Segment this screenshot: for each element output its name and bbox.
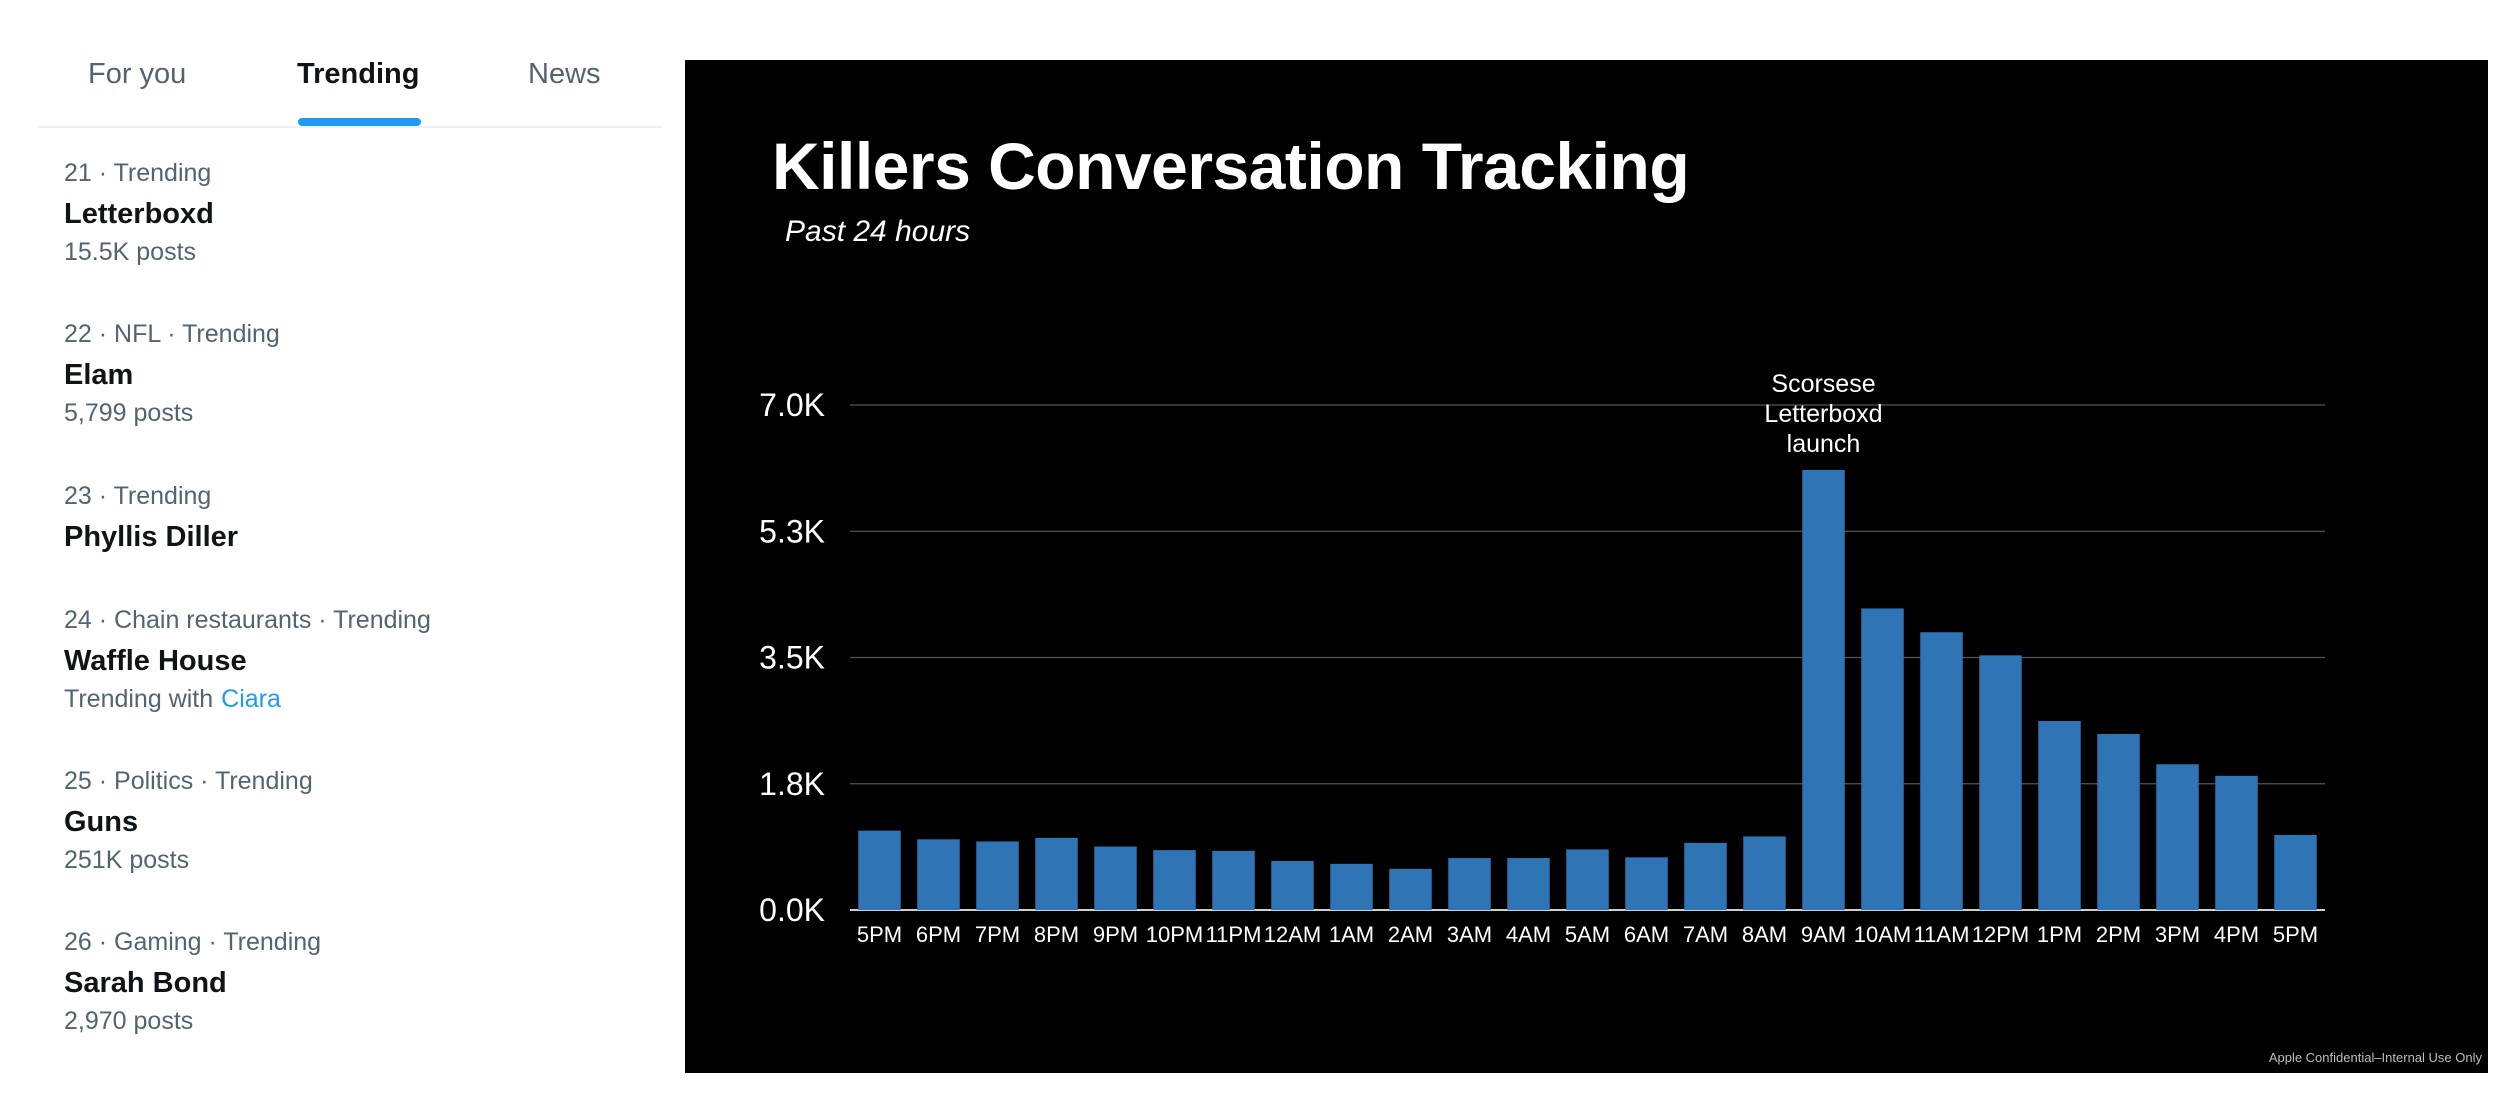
x-tick-label: 10PM	[1146, 922, 1203, 947]
x-tick-label: 2PM	[2096, 922, 2141, 947]
trend-post-count: 5,799 posts	[64, 399, 194, 427]
x-tick-label: 4AM	[1506, 922, 1551, 947]
y-tick-label: 5.3K	[759, 513, 825, 549]
trend-item[interactable]: 25 · Politics · Trending Guns 251K posts	[64, 766, 313, 875]
bar	[2156, 764, 2199, 910]
x-tick-label: 1AM	[1329, 922, 1374, 947]
trending-panel: For you Trending News 21 · Trending Lett…	[38, 30, 663, 1070]
x-tick-label: 11AM	[1914, 922, 1970, 947]
trend-name: Guns	[64, 806, 139, 838]
trend-item[interactable]: 22 · NFL · Trending Elam 5,799 posts	[64, 319, 280, 428]
trend-item[interactable]: 23 · Trending Phyllis Diller	[64, 481, 238, 554]
bar	[2274, 834, 2317, 910]
bar	[1566, 849, 1609, 910]
trending-with-label: Trending with	[64, 685, 214, 713]
bar	[2215, 775, 2258, 910]
annotation-label: Letterboxd	[1764, 400, 1882, 428]
x-tick-label: 5AM	[1565, 922, 1610, 947]
x-tick-label: 12AM	[1264, 922, 1321, 947]
x-tick-label: 6AM	[1624, 922, 1669, 947]
x-tick-label: 1PM	[2037, 922, 2082, 947]
annotation-label: Scorsese	[1771, 370, 1875, 398]
y-tick-label: 7.0K	[759, 387, 825, 423]
bar	[858, 830, 901, 910]
trend-name: Sarah Bond	[64, 967, 227, 999]
x-tick-label: 2AM	[1388, 922, 1433, 947]
y-tick-label: 3.5K	[759, 640, 825, 676]
bar	[1330, 863, 1373, 910]
y-tick-label: 1.8K	[759, 766, 825, 802]
x-tick-label: 8PM	[1034, 922, 1079, 947]
tab-trending[interactable]: Trending	[297, 58, 420, 90]
trend-item[interactable]: 26 · Gaming · Trending Sarah Bond 2,970 …	[64, 927, 321, 1036]
trend-meta: 21 · Trending	[64, 159, 212, 187]
trend-name: Phyllis Diller	[64, 521, 239, 553]
trend-post-count: 15.5K posts	[64, 238, 197, 266]
bar	[1153, 850, 1196, 910]
trend-post-count: 2,970 posts	[64, 1007, 194, 1035]
chart-title: Killers Conversation Tracking	[772, 129, 1690, 203]
x-tick-label: 9PM	[1093, 922, 1138, 947]
trend-meta: 24 · Chain restaurants · Trending	[64, 606, 431, 634]
x-tick-label: 7PM	[975, 922, 1020, 947]
x-tick-label: 5PM	[857, 922, 902, 947]
bar	[1625, 857, 1668, 910]
bar	[1743, 836, 1786, 910]
bar	[976, 841, 1019, 910]
x-tick-label: 7AM	[1683, 922, 1728, 947]
bar	[1389, 868, 1432, 910]
x-tick-label: 5PM	[2273, 922, 2318, 947]
x-tick-label: 10AM	[1854, 922, 1911, 947]
trend-post-count: 251K posts	[64, 846, 190, 874]
trend-name: Letterboxd	[64, 198, 214, 230]
bar	[1035, 837, 1078, 910]
y-tick-label: 0.0K	[759, 892, 825, 928]
bar	[1448, 858, 1491, 910]
bar	[1684, 842, 1727, 910]
bar	[2038, 720, 2081, 910]
x-tick-label: 11PM	[1206, 922, 1262, 947]
trend-name: Waffle House	[64, 645, 247, 677]
tab-news[interactable]: News	[528, 58, 601, 90]
chart-slide: Killers Conversation Tracking Past 24 ho…	[685, 60, 2488, 1073]
bar	[1507, 858, 1550, 910]
trend-meta: 26 · Gaming · Trending	[64, 928, 322, 956]
annotation-label: launch	[1787, 430, 1861, 458]
bar	[1802, 469, 1845, 910]
bar	[917, 839, 960, 910]
trend-name: Elam	[64, 359, 134, 391]
trend-meta: 25 · Politics · Trending	[64, 767, 313, 795]
trend-context: Trending with Ciara	[64, 684, 431, 714]
x-tick-label: 6PM	[916, 922, 961, 947]
bar	[2097, 733, 2140, 910]
x-tick-label: 3AM	[1447, 922, 1492, 947]
trend-meta: 22 · NFL · Trending	[64, 320, 280, 348]
x-tick-label: 3PM	[2155, 922, 2200, 947]
x-tick-label: 4PM	[2214, 922, 2259, 947]
active-tab-indicator	[298, 118, 421, 126]
bar	[1920, 632, 1963, 910]
bar	[1271, 860, 1314, 910]
bar	[1979, 655, 2022, 910]
tab-bar: For you Trending News	[38, 30, 663, 128]
trend-item[interactable]: 24 · Chain restaurants · Trending Waffle…	[64, 605, 431, 714]
bar	[1212, 850, 1255, 910]
x-tick-label: 12PM	[1972, 922, 2029, 947]
chart-subtitle: Past 24 hours	[785, 215, 971, 248]
trending-with-link[interactable]: Ciara	[221, 685, 281, 713]
bar	[1861, 608, 1904, 910]
tab-for-you[interactable]: For you	[88, 58, 187, 90]
x-tick-label: 8AM	[1742, 922, 1787, 947]
confidential-notice: Apple Confidential–Internal Use Only	[2268, 1050, 2482, 1065]
x-tick-label: 9AM	[1801, 922, 1846, 947]
trend-item[interactable]: 21 · Trending Letterboxd 15.5K posts	[64, 158, 214, 267]
trend-meta: 23 · Trending	[64, 482, 212, 510]
bar	[1094, 846, 1137, 910]
